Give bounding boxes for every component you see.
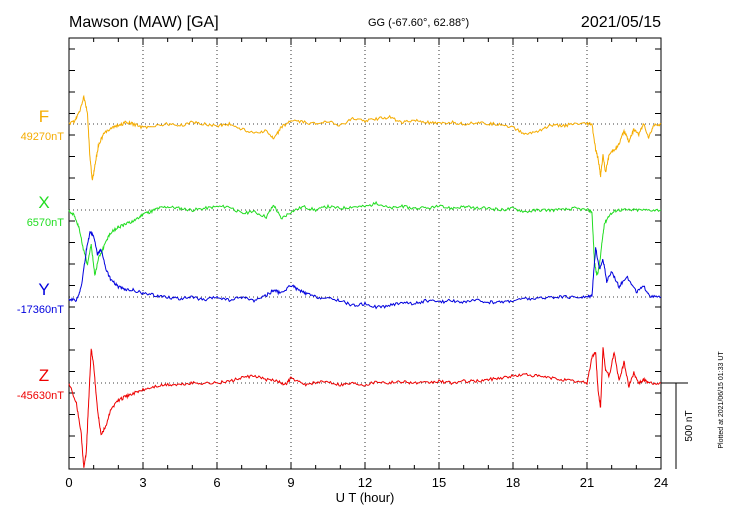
baselines — [69, 123, 661, 384]
series-name-f: F — [39, 107, 49, 126]
series-baseline-x: 6570nT — [27, 217, 65, 229]
series-line-z — [68, 347, 662, 468]
station-title: Mawson (MAW) [GA] — [69, 14, 219, 31]
series-name-y: Y — [38, 280, 49, 299]
series-lines — [68, 94, 662, 468]
x-tick-label-21: 21 — [580, 475, 594, 490]
x-tick-labels: 0 3 6 9 12 15 18 21 24 — [65, 475, 668, 490]
series-line-f — [68, 94, 662, 181]
x-axis-label: U T (hour) — [336, 490, 395, 505]
series-baseline-f: 49270nT — [21, 131, 65, 143]
x-tick-label-12: 12 — [358, 475, 372, 490]
scale-bar-label: 500 nT — [684, 410, 695, 441]
x-tick-label-6: 6 — [213, 475, 220, 490]
x-tick-label-18: 18 — [506, 475, 520, 490]
x-tick-label-15: 15 — [432, 475, 446, 490]
plot-timestamp: Plotted at 2021/06/15 01:33 UT — [718, 351, 725, 449]
x-tick-label-24: 24 — [654, 475, 668, 490]
series-baseline-z: -45630nT — [17, 390, 64, 402]
series-line-y — [68, 230, 662, 310]
x-tick-label-3: 3 — [139, 475, 146, 490]
grid — [142, 38, 588, 469]
series-line-x — [68, 200, 662, 277]
axis-ticks — [68, 38, 662, 469]
series-baseline-y: -17360nT — [17, 304, 64, 316]
series-labels: F 49270nT X 6570nT Y -17360nT Z -45630nT — [17, 107, 64, 402]
date-label: 2021/05/15 — [581, 14, 661, 31]
series-name-x: X — [38, 193, 49, 212]
x-tick-label-9: 9 — [287, 475, 294, 490]
series-name-z: Z — [39, 366, 49, 385]
x-tick-label-0: 0 — [65, 475, 72, 490]
geo-coords: GG (-67.60°, 62.88°) — [368, 17, 469, 29]
